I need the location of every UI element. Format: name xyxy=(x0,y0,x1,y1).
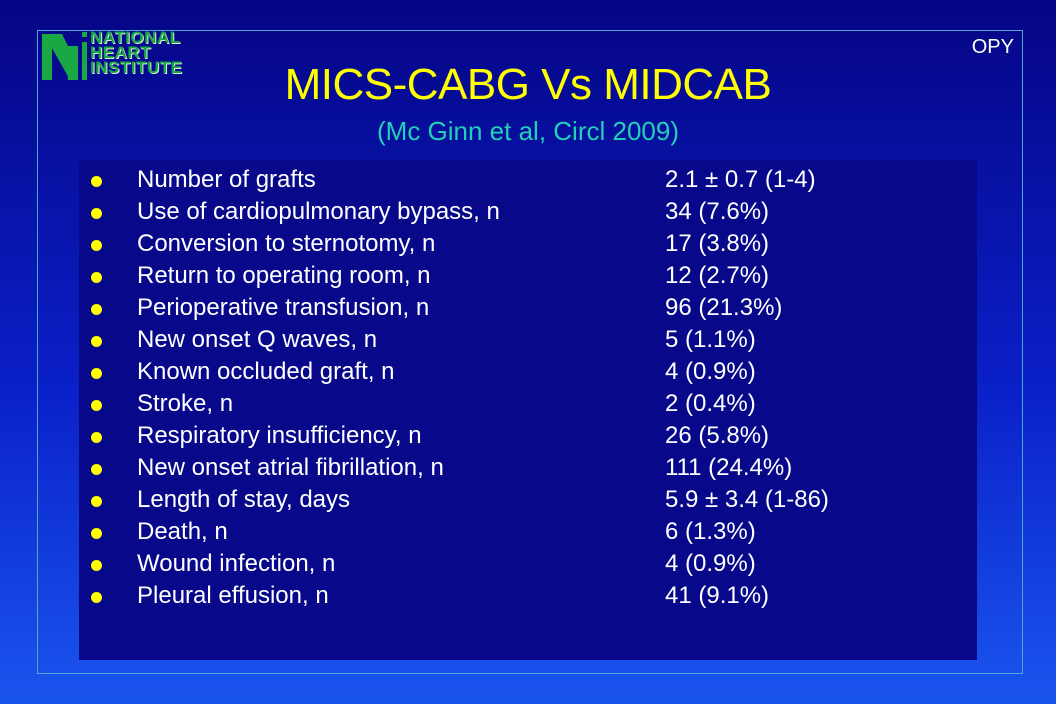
list-item-label: Death, n xyxy=(137,518,228,545)
list-item-value: 2 (0.4%) xyxy=(665,390,756,417)
bullet-icon xyxy=(91,400,102,411)
bullet-icon xyxy=(91,560,102,571)
list-item-label: Use of cardiopulmonary bypass, n xyxy=(137,198,500,225)
list-item-label: Number of grafts xyxy=(137,166,316,193)
bullet-icon xyxy=(91,304,102,315)
slide-title: MICS-CABG Vs MIDCAB xyxy=(284,60,772,109)
list-item: New onset atrial fibrillation, n 111 (24.… xyxy=(79,452,977,484)
list-item-value: 34 (7.6%) xyxy=(665,198,770,225)
logo-line-1: NATIONAL xyxy=(90,28,181,47)
list-item-label: Length of stay, days xyxy=(137,486,351,513)
bullet-icon xyxy=(91,176,102,187)
list-item: Conversion to sternotomy, n 17 (3.8%) xyxy=(79,228,977,260)
list-item-label: Wound infection, n xyxy=(137,550,336,577)
corner-tag: OPY xyxy=(971,36,1014,58)
list-item-value: 96 (21.3%) xyxy=(665,294,783,321)
national-heart-institute-logo-icon xyxy=(42,32,87,80)
list-item: Length of stay, days 5.9 ± 3.4 (1-86) xyxy=(79,484,977,516)
logo-wordmark: NATIONAL HEART INSTITUTE xyxy=(90,28,183,77)
bullet-icon xyxy=(91,336,102,347)
bullet-icon xyxy=(91,240,102,251)
list-item-value: 5 (1.1%) xyxy=(665,326,756,353)
bullet-icon xyxy=(91,432,102,443)
list-item-label: Conversion to sternotomy, n xyxy=(137,230,436,257)
list-item-label: Return to operating room, n xyxy=(137,262,431,289)
list-item: Number of grafts 2.1 ± 0.7 (1-4) xyxy=(79,164,977,196)
bullet-icon xyxy=(91,592,102,603)
list-item-value: 111 (24.4%) xyxy=(665,454,793,481)
institute-logo: NATIONAL HEART INSTITUTE xyxy=(40,20,190,84)
slide-frame xyxy=(37,30,1023,674)
list-item-label: Pleural effusion, n xyxy=(137,582,329,609)
list-item-label: New onset Q waves, n xyxy=(137,326,378,353)
list-item-label: Known occluded graft, n xyxy=(137,358,395,385)
list-item: Stroke, n 2 (0.4%) xyxy=(79,388,977,420)
list-item: Known occluded graft, n 4 (0.9%) xyxy=(79,356,977,388)
bullet-icon xyxy=(91,464,102,475)
logo-line-3: INSTITUTE xyxy=(90,58,183,77)
logo-line-2: HEART xyxy=(90,43,152,62)
list-item-label: Stroke, n xyxy=(137,390,234,417)
list-item-label: Respiratory insufficiency, n xyxy=(137,422,422,449)
slide-subtitle: (Mc Ginn et al, Circl 2009) xyxy=(377,116,679,146)
list-item-value: 5.9 ± 3.4 (1-86) xyxy=(665,486,829,513)
list-item: Use of cardiopulmonary bypass, n 34 (7.6%… xyxy=(79,196,977,228)
list-item-label: Perioperative transfusion, n xyxy=(137,294,430,321)
list-item-value: 6 (1.3%) xyxy=(665,518,756,545)
list-item: Pleural effusion, n 41 (9.1%) xyxy=(79,580,977,612)
results-list: Number of grafts 2.1 ± 0.7 (1-4) Use of ca… xyxy=(79,164,977,612)
list-item: Perioperative transfusion, n 96 (21.3%) xyxy=(79,292,977,324)
bullet-icon xyxy=(91,368,102,379)
list-item-value: 26 (5.8%) xyxy=(665,422,770,449)
bullet-icon xyxy=(91,496,102,507)
list-item-value: 4 (0.9%) xyxy=(665,550,756,577)
list-item: New onset Q waves, n 5 (1.1%) xyxy=(79,324,977,356)
list-item-value: 41 (9.1%) xyxy=(665,582,770,609)
bullet-icon xyxy=(91,272,102,283)
list-item: Death, n 6 (1.3%) xyxy=(79,516,977,548)
bullet-icon xyxy=(91,528,102,539)
list-item-label: New onset atrial fibrillation, n xyxy=(137,454,444,481)
list-item-value: 12 (2.7%) xyxy=(665,262,770,289)
results-panel: Number of grafts 2.1 ± 0.7 (1-4) Use of ca… xyxy=(79,160,977,660)
list-item-value: 17 (3.8%) xyxy=(665,230,770,257)
list-item: Return to operating room, n 12 (2.7%) xyxy=(79,260,977,292)
list-item: Wound infection, n 4 (0.9%) xyxy=(79,548,977,580)
bullet-icon xyxy=(91,208,102,219)
list-item-value: 2.1 ± 0.7 (1-4) xyxy=(665,166,816,193)
list-item-value: 4 (0.9%) xyxy=(665,358,756,385)
list-item: Respiratory insufficiency, n 26 (5.8%) xyxy=(79,420,977,452)
